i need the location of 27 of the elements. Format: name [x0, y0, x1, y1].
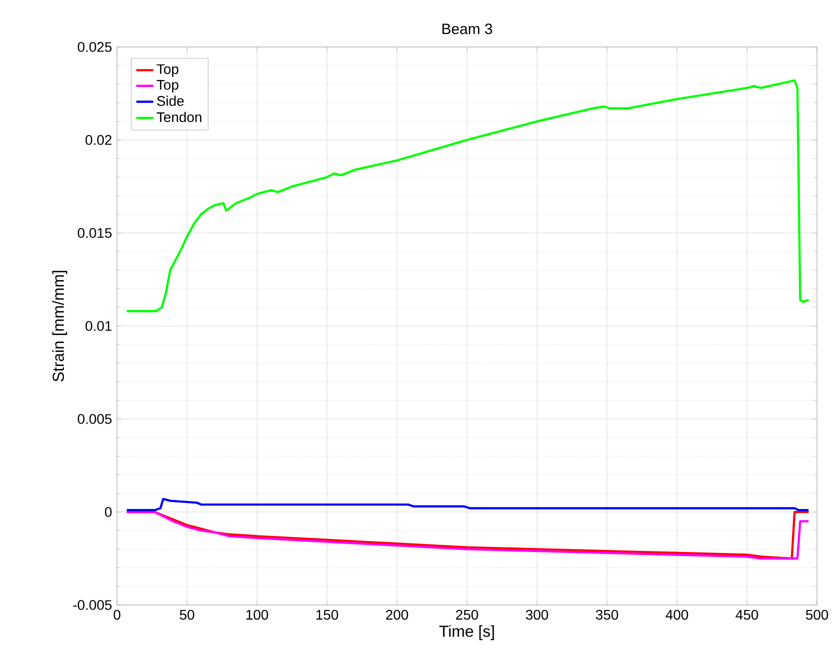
- x-axis-title: Time [s]: [439, 625, 494, 640]
- x-tick-label: 0: [114, 610, 120, 620]
- legend-label: Tendon: [156, 112, 202, 122]
- legend-label: Top: [156, 80, 178, 92]
- y-tick-label: 0.02: [86, 135, 112, 145]
- x-tick-label: 150: [316, 610, 338, 620]
- x-tick-label: 450: [736, 610, 758, 620]
- y-axis-title: Strain [mm/mm]: [52, 270, 68, 382]
- y-tick-label: 0.025: [78, 42, 112, 52]
- x-tick-label: 200: [386, 610, 408, 620]
- x-tick-label: 300: [526, 610, 548, 620]
- y-tick-label: 0.015: [78, 228, 112, 238]
- y-tick-label: 0.01: [86, 321, 112, 331]
- line-series: [126, 498, 810, 512]
- x-tick-label: 350: [596, 610, 618, 620]
- x-tick-label: 50: [180, 610, 194, 620]
- x-tick-label: 500: [806, 610, 828, 620]
- legend-label: Side: [157, 96, 184, 106]
- x-tick-label: 250: [456, 610, 478, 620]
- line-series: [126, 79, 810, 312]
- y-tick-label: 0.005: [78, 414, 112, 424]
- legend-label: Top: [156, 64, 178, 77]
- x-tick-label: 100: [246, 610, 268, 620]
- y-tick-label: 0: [104, 507, 112, 517]
- chart-title: Beam 3: [442, 24, 492, 34]
- y-tick-label: -0.005: [73, 600, 112, 610]
- x-tick-label: 400: [666, 610, 688, 620]
